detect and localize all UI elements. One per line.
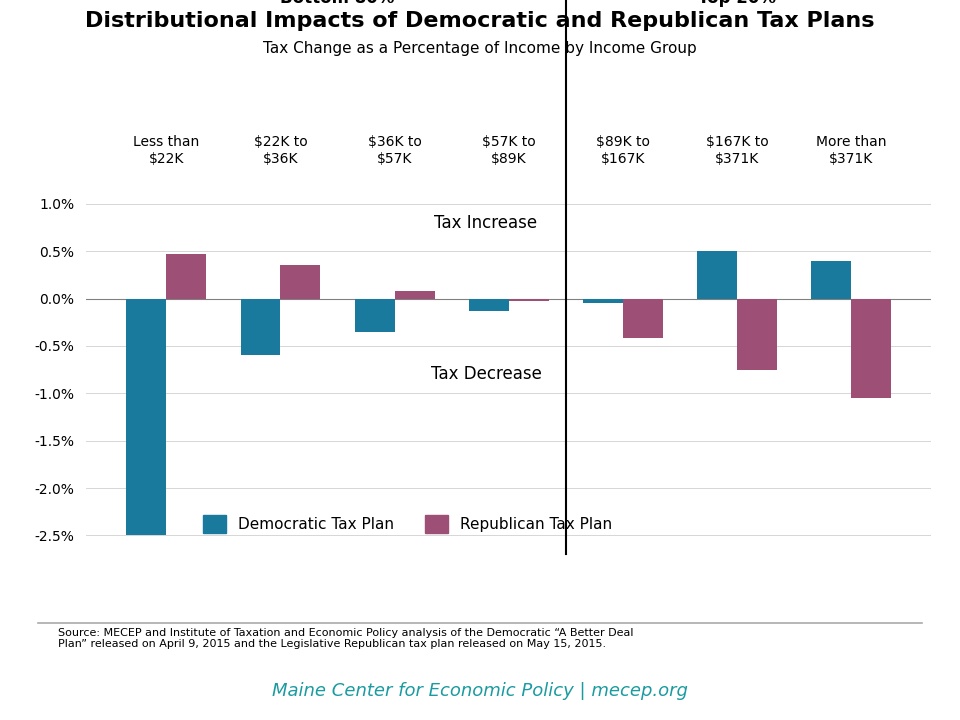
Bar: [583, 299, 623, 303]
Text: Bottom 80%: Bottom 80%: [280, 0, 395, 7]
Bar: [811, 261, 852, 299]
Text: More than
$371K: More than $371K: [816, 135, 886, 166]
Text: $89K to
$167K: $89K to $167K: [596, 135, 650, 166]
Text: Tax Change as a Percentage of Income by Income Group: Tax Change as a Percentage of Income by …: [263, 41, 697, 56]
Text: Tax Increase: Tax Increase: [435, 215, 538, 233]
Text: Source: MECEP and Institute of Taxation and Economic Policy analysis of the Demo: Source: MECEP and Institute of Taxation …: [58, 628, 633, 649]
Bar: [166, 254, 206, 299]
Text: $36K to
$57K: $36K to $57K: [368, 135, 421, 166]
Bar: [852, 299, 891, 398]
Bar: [127, 299, 166, 536]
Text: Distributional Impacts of Democratic and Republican Tax Plans: Distributional Impacts of Democratic and…: [85, 11, 875, 31]
Bar: [241, 299, 280, 356]
Bar: [509, 299, 549, 302]
Bar: [395, 291, 435, 299]
Legend: Democratic Tax Plan, Republican Tax Plan: Democratic Tax Plan, Republican Tax Plan: [197, 509, 618, 539]
Text: Less than
$22K: Less than $22K: [133, 135, 200, 166]
Text: $22K to
$36K: $22K to $36K: [253, 135, 307, 166]
Bar: [468, 299, 509, 311]
Text: Maine Center for Economic Policy | mecep.org: Maine Center for Economic Policy | mecep…: [272, 682, 688, 700]
Text: Tax Decrease: Tax Decrease: [430, 365, 541, 383]
Bar: [280, 266, 321, 299]
Bar: [354, 299, 395, 332]
Bar: [623, 299, 663, 338]
Text: Top 20%: Top 20%: [698, 0, 776, 7]
Text: $167K to
$371K: $167K to $371K: [706, 135, 769, 166]
Bar: [737, 299, 777, 369]
Bar: [697, 251, 737, 299]
Text: $57K to
$89K: $57K to $89K: [482, 135, 536, 166]
